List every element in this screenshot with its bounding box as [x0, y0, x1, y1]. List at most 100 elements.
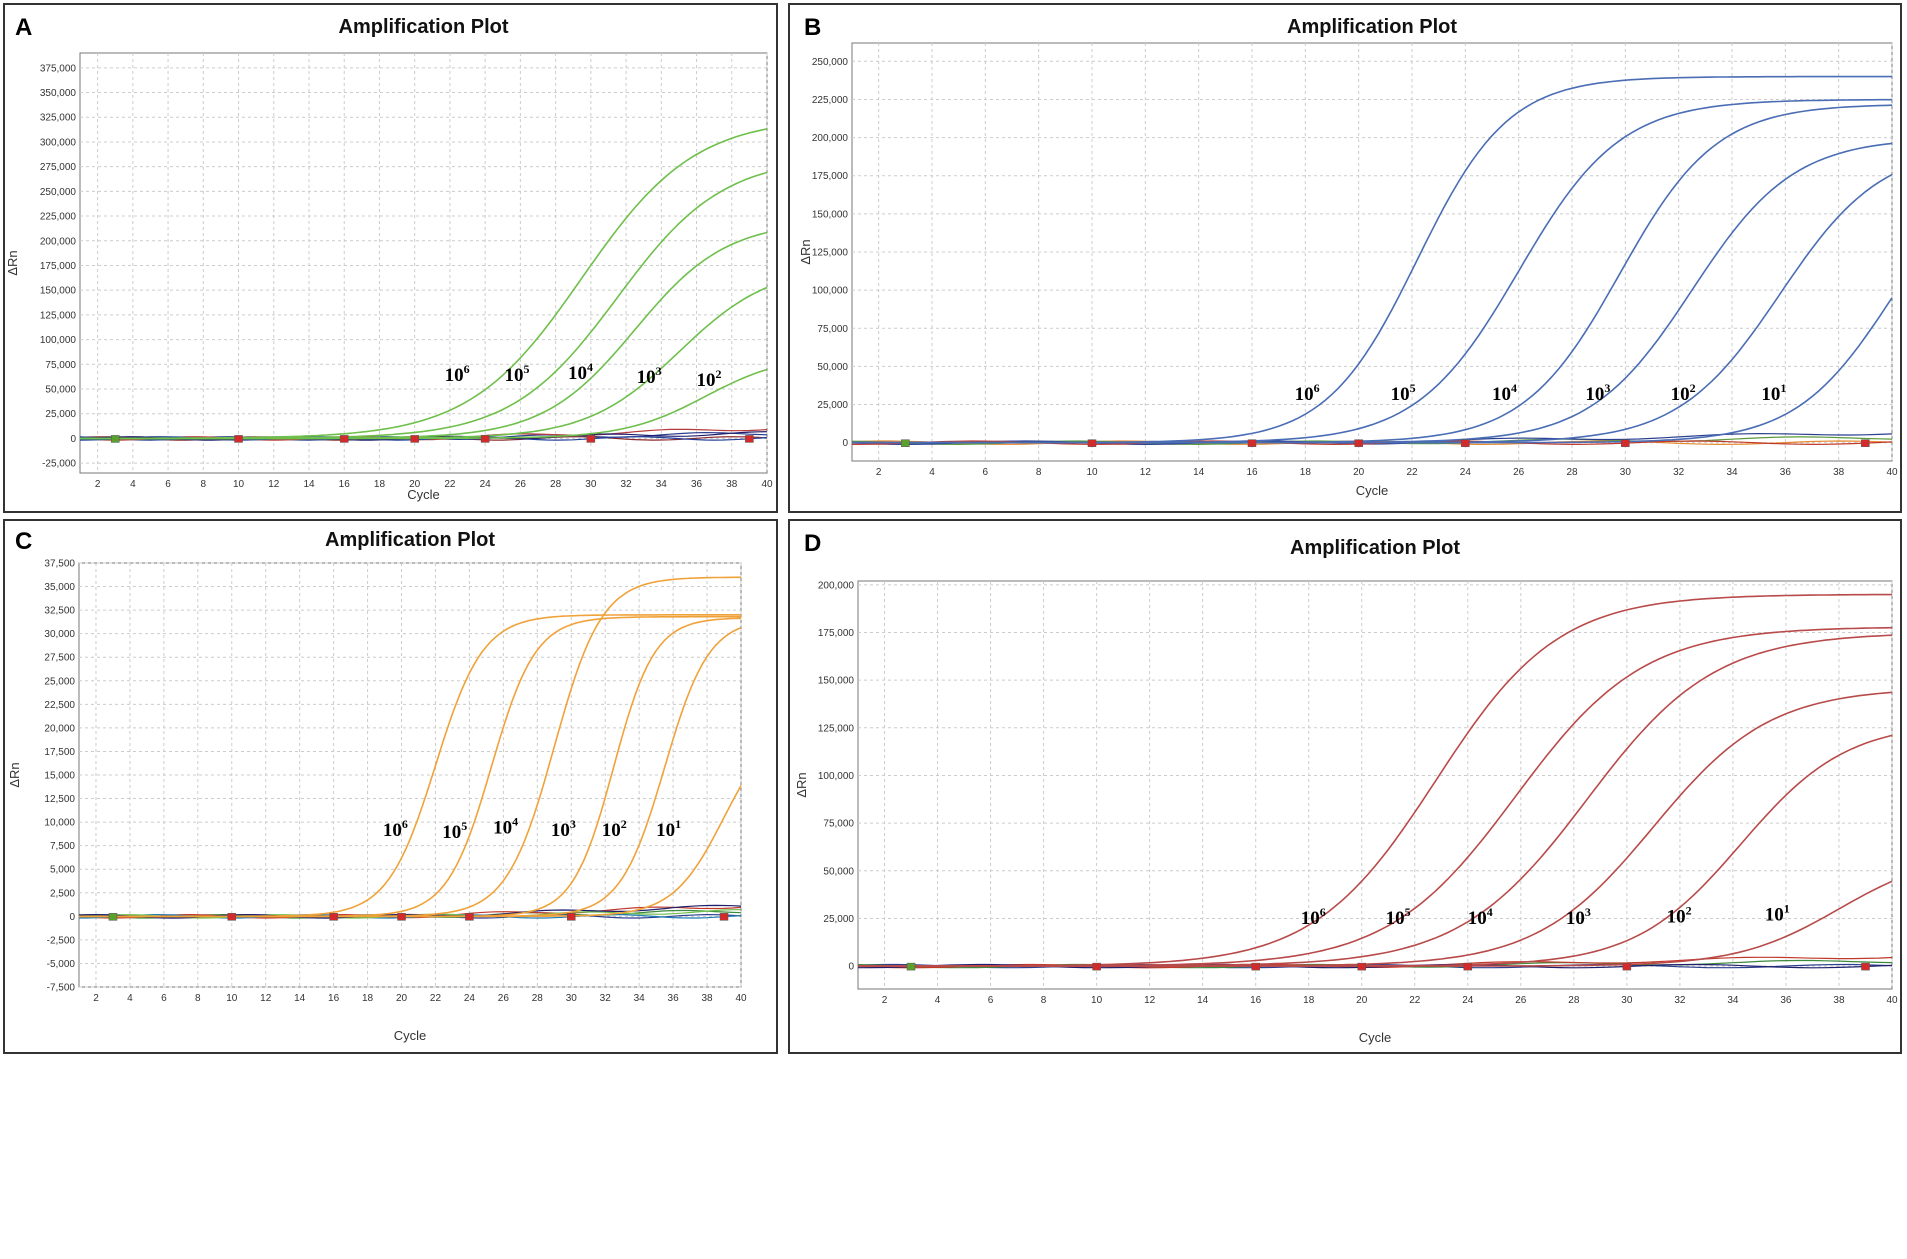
x-tick-label: 24 [1460, 467, 1472, 478]
x-tick-label: 16 [1250, 995, 1262, 1006]
y-axis-label: ΔRn [5, 250, 20, 275]
well-marker [1354, 439, 1363, 447]
x-tick-label: 26 [1513, 467, 1525, 478]
panel-letter-b: B [804, 14, 821, 41]
dilution-label-exponent: 4 [587, 360, 593, 374]
y-tick-label: 50,000 [45, 385, 76, 396]
well-marker [745, 435, 754, 443]
y-tick-label: 100,000 [40, 335, 77, 346]
y-tick-label: 375,000 [40, 63, 77, 74]
dilution-label-exponent: 5 [461, 819, 467, 833]
dilution-label: 104 [493, 814, 518, 838]
dilution-label-exponent: 4 [1487, 905, 1493, 919]
y-tick-label: -5,000 [47, 959, 76, 970]
y-tick-label: 200,000 [40, 236, 77, 247]
x-tick-label: 40 [761, 479, 773, 490]
x-tick-label: 26 [515, 479, 527, 490]
dilution-label-exponent: 3 [1604, 381, 1610, 395]
x-tick-label: 8 [1036, 467, 1042, 478]
dilution-label-exponent: 2 [716, 367, 722, 381]
dilution-label-base: 10 [1566, 908, 1585, 929]
y-tick-label: 125,000 [812, 248, 849, 259]
well-marker [1357, 962, 1366, 971]
x-tick-label: 28 [550, 479, 562, 490]
dilution-label-base: 10 [602, 820, 621, 841]
y-tick-label: 10,000 [44, 818, 75, 829]
well-marker [1461, 439, 1470, 447]
x-tick-label: 34 [1727, 995, 1739, 1006]
dilution-label-base: 10 [1301, 908, 1320, 929]
well-marker [410, 435, 419, 443]
y-tick-label: 30,000 [44, 629, 75, 640]
dilution-label-base: 10 [551, 820, 570, 841]
dilution-label: 102 [602, 817, 627, 841]
y-tick-label: 0 [69, 912, 75, 923]
dilution-label-exponent: 2 [621, 817, 627, 831]
well-marker [1251, 962, 1260, 971]
dilution-label-base: 10 [383, 820, 402, 841]
x-tick-label: 12 [260, 993, 272, 1004]
x-tick-label: 20 [1356, 995, 1368, 1006]
well-marker [586, 435, 596, 443]
x-tick-label: 32 [600, 993, 612, 1004]
amplification-curve-10e1 [852, 297, 1893, 444]
y-tick-label: 15,000 [44, 771, 75, 782]
amplification-curve-10e1 [79, 785, 742, 918]
x-tick-label: 36 [668, 993, 680, 1004]
x-tick-label: 2 [95, 479, 101, 490]
dilution-label: 106 [1295, 381, 1320, 405]
x-tick-label: 4 [935, 995, 941, 1006]
x-tick-label: 6 [161, 993, 167, 1004]
dilution-label-base: 10 [493, 817, 512, 838]
y-tick-label: 50,000 [823, 866, 854, 877]
x-tick-label: 38 [726, 479, 738, 490]
x-tick-label: 10 [233, 479, 245, 490]
chart-title: Amplification Plot [325, 529, 495, 551]
y-tick-label: 75,000 [823, 819, 854, 830]
dilution-label-exponent: 5 [1410, 381, 1416, 395]
dilution-label: 105 [505, 362, 530, 386]
dilution-label-base: 10 [637, 367, 656, 388]
x-axis-label: Cycle [394, 1028, 427, 1043]
x-tick-label: 20 [409, 479, 421, 490]
dilution-label-exponent: 2 [1686, 903, 1692, 917]
x-tick-label: 6 [165, 479, 171, 490]
x-tick-label: 14 [294, 993, 306, 1004]
y-tick-label: 275,000 [40, 162, 77, 173]
dilution-label: 103 [1566, 905, 1591, 929]
y-tick-label: -25,000 [42, 459, 76, 470]
x-axis-label: Cycle [1356, 483, 1389, 498]
x-tick-label: 12 [1140, 467, 1152, 478]
well-marker [906, 962, 916, 971]
x-tick-label: 18 [1303, 995, 1315, 1006]
x-tick-label: 28 [532, 993, 544, 1004]
x-tick-label: 40 [1886, 467, 1898, 478]
x-tick-label: 6 [988, 995, 994, 1006]
y-tick-label: 225,000 [812, 95, 849, 106]
well-marker [480, 435, 490, 443]
dilution-label: 105 [1386, 905, 1411, 929]
well-marker [110, 435, 120, 443]
x-tick-label: 4 [929, 467, 935, 478]
chart-title: Amplification Plot [1290, 537, 1460, 559]
dilution-label-base: 10 [1585, 384, 1604, 405]
x-tick-label: 30 [585, 479, 597, 490]
well-marker [227, 913, 237, 921]
panel-letter-d: D [804, 530, 821, 557]
x-tick-label: 36 [1780, 995, 1792, 1006]
well-marker [1463, 962, 1473, 971]
dilution-label: 104 [568, 360, 593, 384]
dilution-label-exponent: 6 [1314, 381, 1320, 395]
x-tick-label: 24 [480, 479, 492, 490]
y-tick-label: 0 [848, 962, 854, 973]
well-marker [1861, 962, 1870, 971]
dilution-label: 103 [1585, 381, 1610, 405]
dilution-label-base: 10 [1468, 908, 1487, 929]
x-tick-label: 26 [1515, 995, 1527, 1006]
y-tick-label: 20,000 [44, 723, 75, 734]
well-marker [719, 913, 729, 921]
x-tick-label: 22 [1409, 995, 1421, 1006]
dilution-label-exponent: 3 [570, 817, 576, 831]
y-tick-label: -2,500 [47, 935, 76, 946]
y-tick-label: 150,000 [40, 286, 77, 297]
